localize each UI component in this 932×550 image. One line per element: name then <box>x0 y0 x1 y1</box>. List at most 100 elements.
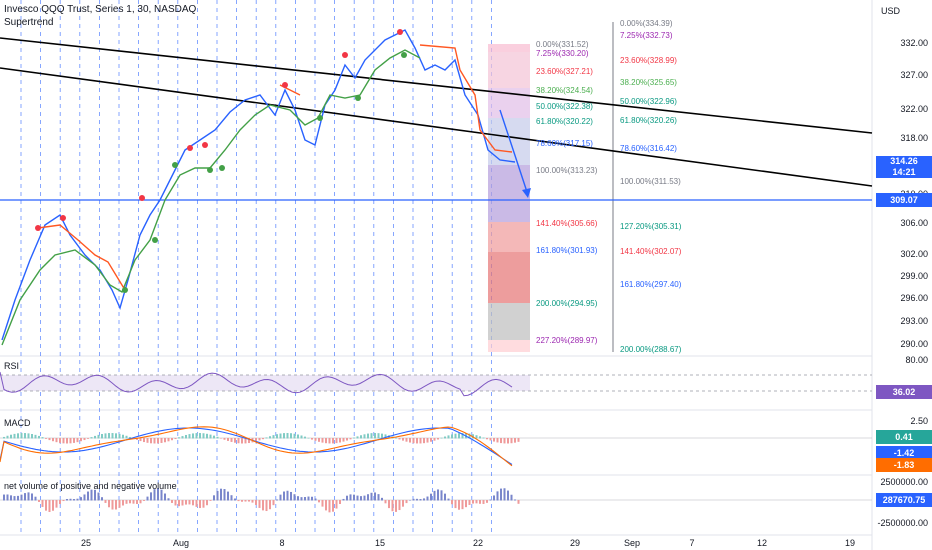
volume-bar <box>66 499 68 501</box>
fib-left-level: 7.25%(330.20) <box>536 49 589 58</box>
macd-histogram-bar <box>227 438 229 441</box>
macd-histogram-bar <box>174 438 177 440</box>
fib-right-level: 161.80%(297.40) <box>620 280 682 289</box>
volume-bar <box>59 500 61 504</box>
supertrend-down <box>37 44 513 291</box>
macd-histogram-bar <box>272 435 275 439</box>
volume-bar <box>454 500 457 509</box>
macd-hist-tag: 0.41 <box>876 430 932 444</box>
volume-bar <box>206 500 208 506</box>
volume-bar <box>3 494 5 501</box>
price-axis-label: 318.00 <box>900 133 928 143</box>
macd-histogram-bar <box>297 434 299 439</box>
volume-bar <box>321 500 324 507</box>
macd-histogram-bar <box>437 438 439 440</box>
volume-bar <box>507 490 509 501</box>
macd-histogram-bar <box>13 433 16 439</box>
volume-bar <box>90 489 93 501</box>
macd-histogram-bar <box>10 434 12 439</box>
volume-bar <box>129 500 131 504</box>
macd-histogram-bar <box>31 433 33 439</box>
macd-histogram-bar <box>430 438 432 442</box>
macd-histogram-bar <box>69 438 72 444</box>
fib-zone <box>488 252 530 303</box>
macd-histogram-bar <box>423 438 425 444</box>
volume-bar <box>157 488 159 501</box>
volume-bar <box>27 492 30 501</box>
macd-histogram-bar <box>80 438 82 442</box>
volume-pane-label[interactable]: net volume of positive and negative volu… <box>4 481 177 491</box>
macd-histogram-bar <box>304 436 306 439</box>
volume-bar <box>55 500 58 508</box>
volume-axis-label: -2500000.00 <box>877 518 928 528</box>
macd-histogram-bar <box>94 435 96 439</box>
volume-bar <box>248 500 250 502</box>
volume-bar <box>335 500 338 509</box>
volume-bar <box>356 495 359 501</box>
volume-bar <box>24 493 26 501</box>
macd-histogram-bar <box>230 438 233 442</box>
supertrend-signal-dot <box>219 165 225 171</box>
volume-bar <box>458 500 460 510</box>
volume-bar <box>486 500 488 503</box>
macd-histogram-bar <box>482 437 485 439</box>
volume-axis-label: 2500000.00 <box>880 477 928 487</box>
macd-histogram-bar <box>118 433 121 439</box>
macd-histogram-bar <box>244 438 247 444</box>
macd-pane-label[interactable]: MACD <box>4 418 31 428</box>
time-axis-label: 15 <box>374 538 386 548</box>
macd-histogram-bar <box>185 434 187 439</box>
macd-histogram-bar <box>381 433 383 439</box>
fib-right-level: 200.00%(288.67) <box>620 345 682 354</box>
macd-histogram-bar <box>62 438 65 444</box>
macd-histogram-bar <box>104 433 107 439</box>
volume-bar <box>346 495 348 501</box>
macd-histogram-bar <box>500 438 502 444</box>
fib-right-level: 23.60%(328.99) <box>620 56 677 65</box>
volume-bar <box>97 492 100 501</box>
fib-left-level: 61.80%(320.22) <box>536 117 593 126</box>
macd-histogram-bar <box>342 438 345 442</box>
volume-bar <box>328 500 331 513</box>
macd-histogram-bar <box>479 436 481 439</box>
macd-histogram-bar <box>17 433 19 439</box>
rsi-pane-label[interactable]: RSI <box>4 361 20 371</box>
volume-bar <box>45 500 47 511</box>
macd-histogram-bar <box>157 438 159 444</box>
macd-signal-line <box>0 426 513 467</box>
volume-bar <box>433 490 436 501</box>
volume-bar <box>444 493 446 501</box>
price-axis-label: 332.00 <box>900 38 928 48</box>
macd-histogram-bar <box>45 438 47 439</box>
macd-histogram-bar <box>290 433 292 439</box>
volume-bar <box>409 499 411 501</box>
macd-histogram-bar <box>115 433 117 439</box>
volume-bar <box>482 500 485 504</box>
macd-histogram-bar <box>111 433 114 439</box>
time-axis-label: 7 <box>689 538 695 548</box>
volume-bar <box>41 500 44 507</box>
symbol-title[interactable]: Invesco QQQ Trust, Series 1, 30, NASDAQ <box>4 4 197 15</box>
volume-bar <box>108 500 110 508</box>
macd-histogram-bar <box>286 433 289 439</box>
macd-histogram-bar <box>66 438 68 444</box>
price-axis-label: 290.00 <box>900 339 928 349</box>
projection-arrow <box>499 109 529 196</box>
macd-histogram-bar <box>265 437 268 439</box>
volume-bar <box>237 500 240 502</box>
indicator-label[interactable]: Supertrend <box>4 17 54 28</box>
macd-histogram-bar <box>87 438 89 439</box>
supertrend-signal-dot <box>282 82 288 88</box>
supertrend-signal-dot <box>397 29 403 35</box>
volume-bar <box>339 500 341 504</box>
macd-histogram-bar <box>76 438 79 443</box>
last-price-tag: 314.26 14:21 <box>876 156 932 178</box>
macd-histogram-bar <box>55 438 58 443</box>
macd-histogram-bar <box>237 438 240 444</box>
volume-bar <box>307 496 310 501</box>
trend-line-upper <box>0 37 873 134</box>
volume-bar <box>220 488 222 501</box>
macd-line <box>0 427 513 465</box>
fib-left-level: 50.00%(322.38) <box>536 102 593 111</box>
